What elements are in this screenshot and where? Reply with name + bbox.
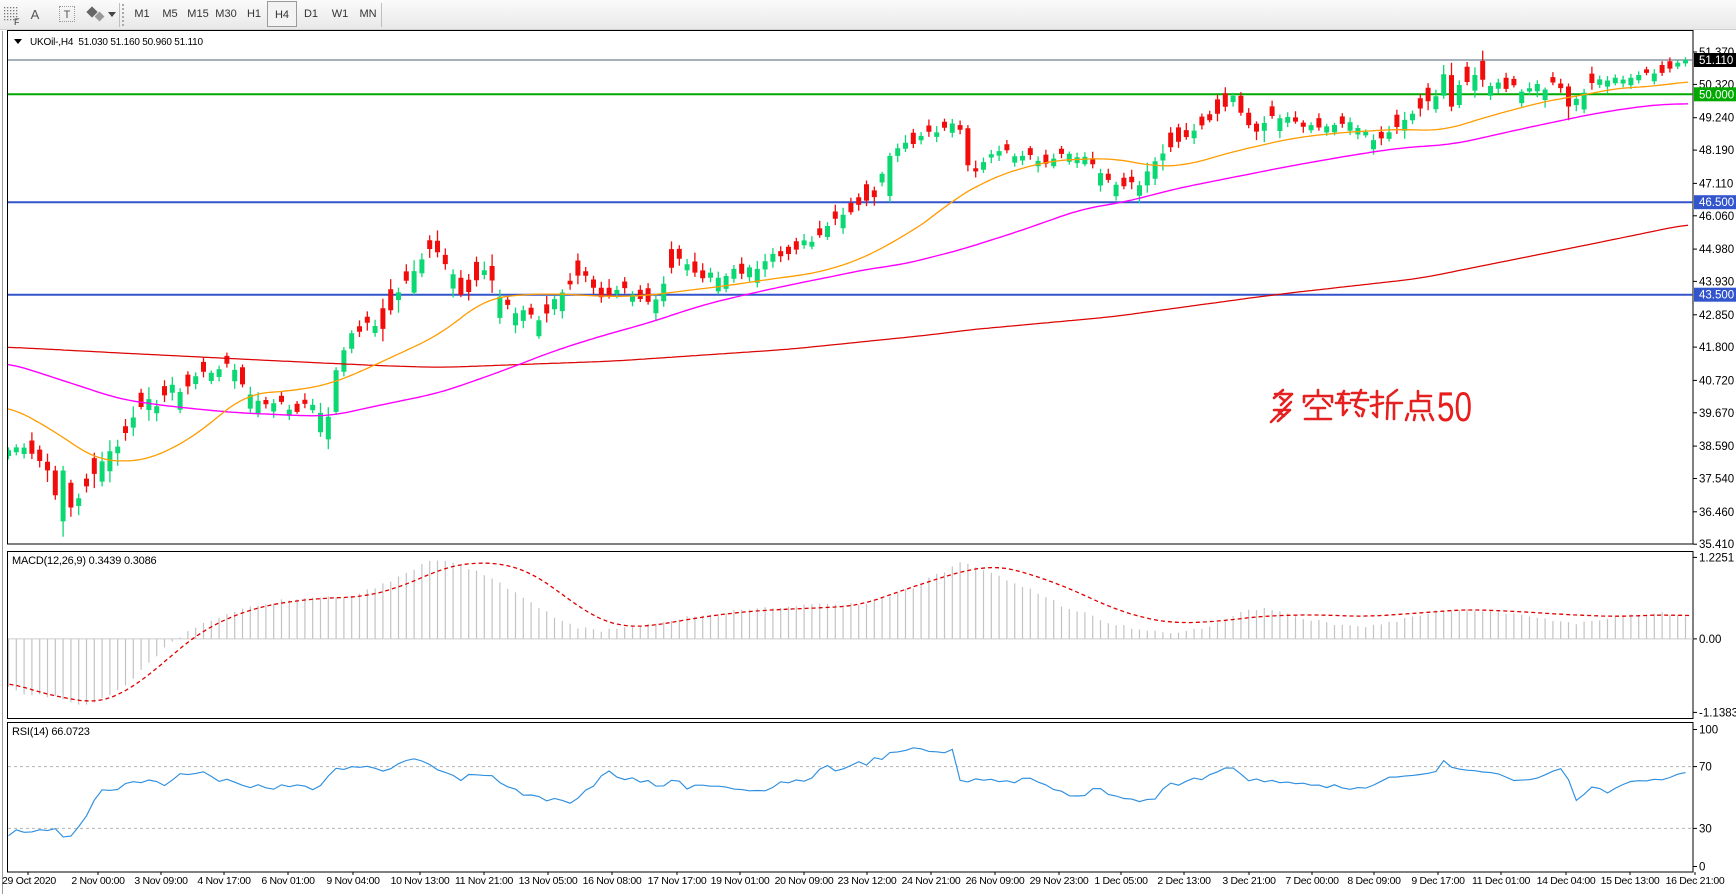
svg-text:46.500: 46.500 bbox=[1699, 197, 1734, 209]
svg-text:2 Dec 13:00: 2 Dec 13:00 bbox=[1157, 875, 1211, 887]
svg-text:50: 50 bbox=[1437, 383, 1472, 430]
svg-text:43.500: 43.500 bbox=[1699, 290, 1734, 302]
svg-text:38.590: 38.590 bbox=[1699, 441, 1734, 453]
svg-text:11 Dec 01:00: 11 Dec 01:00 bbox=[1472, 875, 1531, 887]
svg-text:2 Nov 00:00: 2 Nov 00:00 bbox=[71, 875, 125, 887]
svg-text:17 Nov 17:00: 17 Nov 17:00 bbox=[648, 875, 707, 887]
svg-text:40.720: 40.720 bbox=[1699, 375, 1734, 387]
svg-text:15 Dec 13:00: 15 Dec 13:00 bbox=[1601, 875, 1660, 887]
svg-text:F: F bbox=[14, 17, 20, 27]
svg-text:9 Nov 04:00: 9 Nov 04:00 bbox=[326, 875, 380, 887]
svg-text:100: 100 bbox=[1699, 725, 1718, 737]
svg-text:20 Nov 09:00: 20 Nov 09:00 bbox=[775, 875, 834, 887]
svg-text:RSI(14) 66.0723: RSI(14) 66.0723 bbox=[12, 726, 90, 738]
svg-text:16 Dec 21:00: 16 Dec 21:00 bbox=[1666, 875, 1725, 887]
svg-text:30: 30 bbox=[1699, 823, 1712, 835]
svg-text:49.240: 49.240 bbox=[1699, 113, 1734, 125]
svg-text:26 Nov 09:00: 26 Nov 09:00 bbox=[966, 875, 1025, 887]
svg-text:14 Dec 04:00: 14 Dec 04:00 bbox=[1537, 875, 1596, 887]
svg-text:10 Nov 13:00: 10 Nov 13:00 bbox=[391, 875, 450, 887]
svg-text:24 Nov 21:00: 24 Nov 21:00 bbox=[902, 875, 961, 887]
svg-text:19 Nov 01:00: 19 Nov 01:00 bbox=[711, 875, 770, 887]
svg-text:MACD(12,26,9) 0.3439 0.3086: MACD(12,26,9) 0.3439 0.3086 bbox=[12, 555, 156, 567]
svg-text:29 Oct 2020: 29 Oct 2020 bbox=[2, 875, 56, 887]
svg-text:3 Dec 21:00: 3 Dec 21:00 bbox=[1222, 875, 1276, 887]
svg-text:8 Dec 09:00: 8 Dec 09:00 bbox=[1347, 875, 1401, 887]
svg-text:-1.1383: -1.1383 bbox=[1699, 707, 1736, 719]
svg-text:48.190: 48.190 bbox=[1699, 145, 1734, 157]
svg-text:41.800: 41.800 bbox=[1699, 342, 1734, 354]
svg-text:23 Nov 12:00: 23 Nov 12:00 bbox=[838, 875, 897, 887]
svg-text:4 Nov 17:00: 4 Nov 17:00 bbox=[197, 875, 251, 887]
svg-text:0.00: 0.00 bbox=[1699, 634, 1721, 646]
svg-text:13 Nov 05:00: 13 Nov 05:00 bbox=[519, 875, 578, 887]
svg-text:1 Dec 05:00: 1 Dec 05:00 bbox=[1094, 875, 1148, 887]
svg-text:9 Dec 17:00: 9 Dec 17:00 bbox=[1411, 875, 1465, 887]
svg-text:36.460: 36.460 bbox=[1699, 507, 1734, 519]
svg-text:39.670: 39.670 bbox=[1699, 408, 1734, 420]
svg-text:35.410: 35.410 bbox=[1699, 539, 1734, 551]
svg-text:29 Nov 23:00: 29 Nov 23:00 bbox=[1030, 875, 1089, 887]
svg-text:42.850: 42.850 bbox=[1699, 310, 1734, 322]
svg-text:11 Nov 21:00: 11 Nov 21:00 bbox=[455, 875, 514, 887]
svg-text:43.930: 43.930 bbox=[1699, 276, 1734, 288]
svg-text:3 Nov 09:00: 3 Nov 09:00 bbox=[134, 875, 188, 887]
svg-text:16 Nov 08:00: 16 Nov 08:00 bbox=[583, 875, 642, 887]
svg-text:46.060: 46.060 bbox=[1699, 211, 1734, 223]
svg-text:50.000: 50.000 bbox=[1699, 89, 1734, 101]
svg-text:70: 70 bbox=[1699, 762, 1712, 774]
svg-text:47.110: 47.110 bbox=[1699, 178, 1733, 190]
svg-text:37.540: 37.540 bbox=[1699, 474, 1734, 486]
svg-text:UKOil-,H4 51.030 51.160 50.96: UKOil-,H4 51.030 51.160 50.960 51.110 bbox=[30, 37, 204, 48]
svg-text:1.2251: 1.2251 bbox=[1699, 552, 1734, 564]
svg-text:44.980: 44.980 bbox=[1699, 244, 1734, 256]
svg-text:6 Nov 01:00: 6 Nov 01:00 bbox=[261, 875, 315, 887]
svg-text:7 Dec 00:00: 7 Dec 00:00 bbox=[1285, 875, 1339, 887]
svg-text:51.110: 51.110 bbox=[1699, 55, 1733, 67]
svg-text:0: 0 bbox=[1699, 862, 1705, 874]
